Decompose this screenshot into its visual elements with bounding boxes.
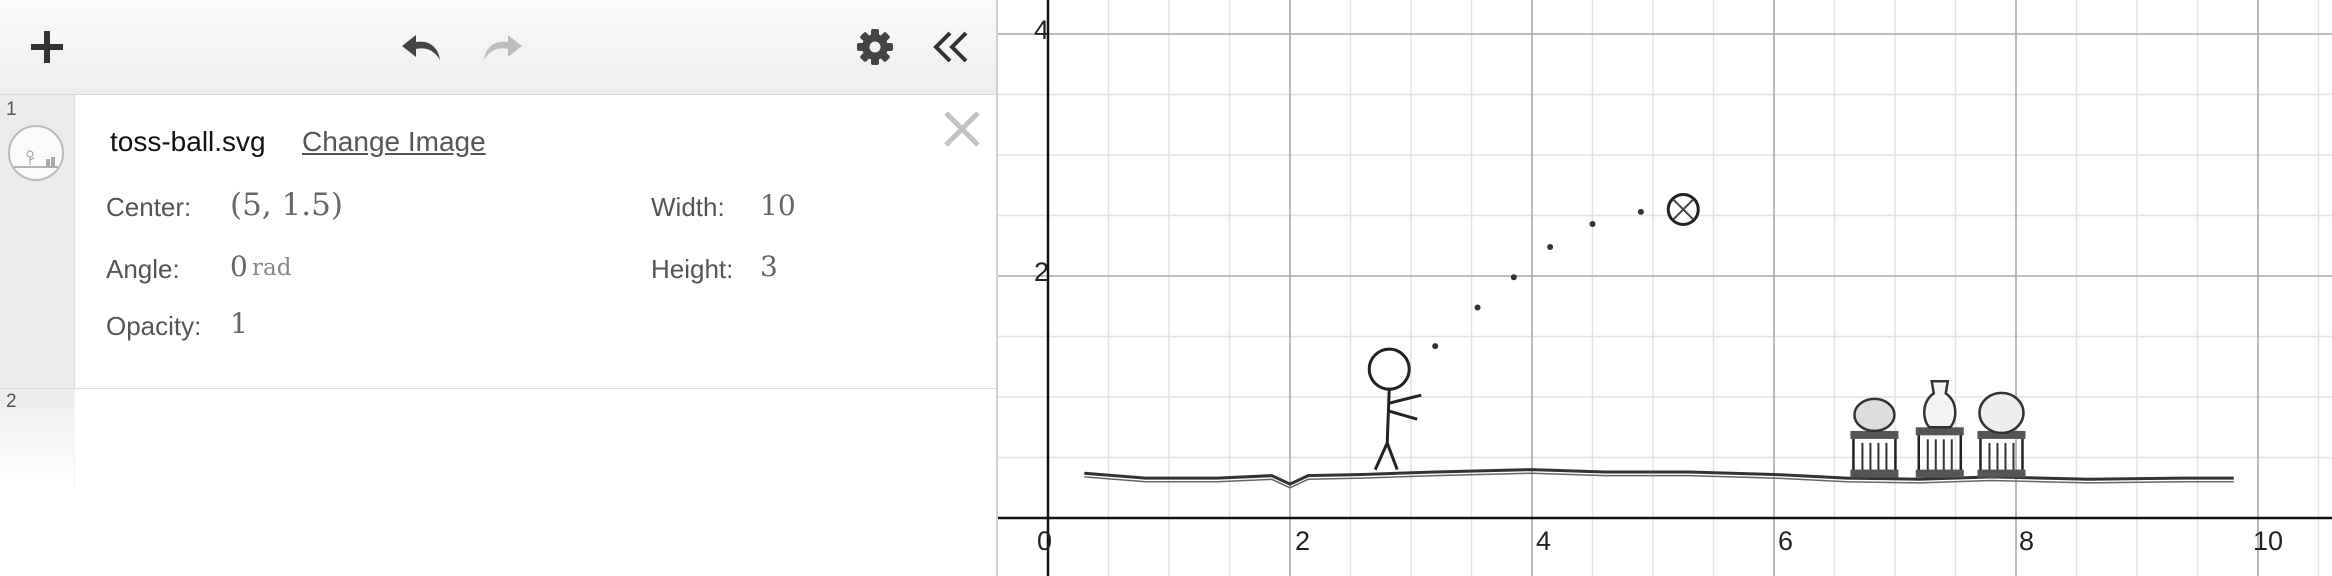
opacity-input[interactable]: 1 xyxy=(230,307,248,340)
center-label: Center: xyxy=(106,192,192,222)
ground-line-shadow xyxy=(1084,472,2234,489)
undo-icon xyxy=(402,35,440,60)
x-tick-label: 6 xyxy=(1778,526,1794,556)
collapse-panel-button[interactable] xyxy=(926,24,974,70)
image-filename: toss-ball.svg xyxy=(110,126,266,157)
angle-unit: rad xyxy=(252,255,292,281)
height-label: Height: xyxy=(651,254,734,284)
pedestal-base xyxy=(1850,469,1899,478)
angle-input[interactable]: 0 xyxy=(230,250,248,283)
width-input[interactable]: 10 xyxy=(760,189,796,222)
row-gutter: 2 xyxy=(0,389,75,489)
x-tick-label: 0 xyxy=(1037,526,1053,556)
plus-icon xyxy=(31,31,63,63)
toss-ball-image xyxy=(1084,347,2234,489)
redo-icon xyxy=(484,35,522,60)
delete-expression-button[interactable] xyxy=(940,107,984,151)
y-tick-label: 4 xyxy=(1034,15,1050,45)
fishbowl xyxy=(1978,391,2025,435)
image-thumbnail-icon[interactable] xyxy=(8,125,64,181)
width-label: Width: xyxy=(651,192,725,222)
pumpkin xyxy=(1853,397,1896,433)
x-tick-label: 10 xyxy=(2253,526,2284,556)
ball-trail-dot xyxy=(1474,304,1481,311)
change-image-link[interactable]: Change Image xyxy=(302,126,486,157)
settings-button[interactable] xyxy=(851,24,899,70)
expression-row-1[interactable]: 1 toss-ball.svg Chan xyxy=(0,95,996,389)
x-tick-label: 4 xyxy=(1536,526,1552,556)
angle-label: Angle: xyxy=(106,254,180,284)
redo-button[interactable] xyxy=(476,24,526,70)
add-item-button[interactable] xyxy=(22,24,72,70)
x-tick-label: 2 xyxy=(1295,526,1311,556)
x-tick-label: 8 xyxy=(2019,526,2035,556)
ball-trail-dot xyxy=(1547,243,1554,250)
pedestal-cap xyxy=(1977,430,2026,439)
pedestal-cap xyxy=(1915,427,1964,436)
height-input[interactable]: 3 xyxy=(760,250,778,283)
ball-trail-dot xyxy=(1589,220,1596,227)
gear-icon xyxy=(857,29,893,65)
pedestal xyxy=(1917,432,1963,476)
stick-figure-body xyxy=(1373,389,1422,471)
row-gutter: 1 xyxy=(0,95,75,388)
ball-pattern xyxy=(1672,198,1694,221)
expression-panel: 1 toss-ball.svg Chan xyxy=(0,0,998,576)
pedestal-cap xyxy=(1850,430,1899,439)
pedestal xyxy=(1852,435,1897,476)
stick-figure-head xyxy=(1367,347,1411,391)
expression-list: 1 toss-ball.svg Chan xyxy=(0,95,996,576)
undo-button[interactable] xyxy=(398,24,448,70)
close-icon xyxy=(944,111,980,147)
opacity-label: Opacity: xyxy=(106,311,202,341)
graph-canvas[interactable] xyxy=(998,0,2332,576)
row-index: 2 xyxy=(6,391,17,412)
graph-paper[interactable]: 0 2 4 6 8 10 2 4 xyxy=(998,0,2332,576)
expression-row-2[interactable]: 2 xyxy=(0,389,996,576)
ball-trail-dot xyxy=(1432,343,1439,350)
pedestal-base xyxy=(1915,469,1964,478)
y-tick-label: 2 xyxy=(1034,257,1050,287)
center-input[interactable]: (5, 1.5) xyxy=(230,187,343,223)
double-chevron-left-icon xyxy=(933,31,968,63)
expression-toolbar xyxy=(0,0,996,95)
vase xyxy=(1923,380,1957,429)
pedestal-base xyxy=(1977,469,2026,478)
ball-trail-dot xyxy=(1510,274,1517,281)
row-index: 1 xyxy=(6,99,17,120)
ball-trail-dot xyxy=(1637,208,1644,215)
